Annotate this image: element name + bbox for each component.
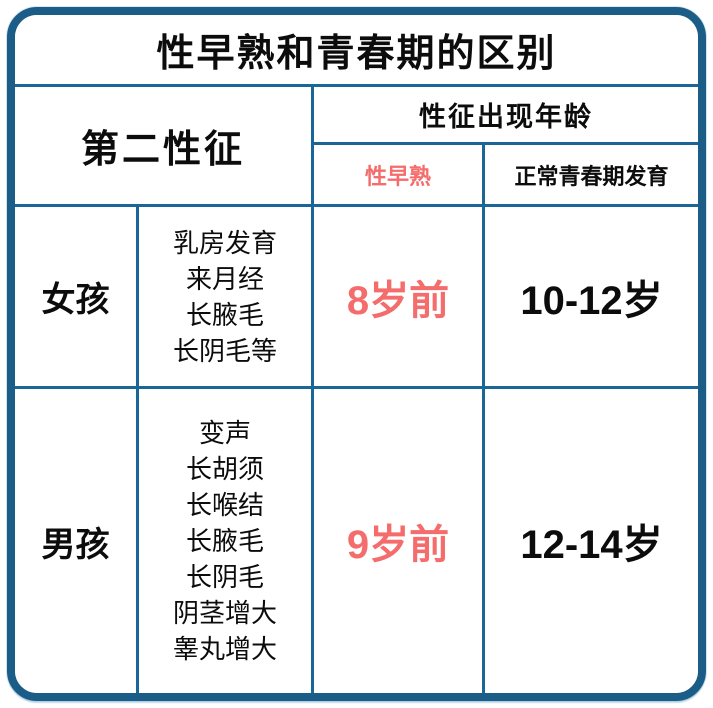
subheader-normal-puberty: 正常青春期发育 xyxy=(482,145,698,204)
row-boy-gender: 男孩 xyxy=(15,386,136,693)
row-girl-traits: 乳房发育 来月经 长腋毛 长阴毛等 xyxy=(136,204,311,386)
row-boy-normal-age: 12-14岁 xyxy=(482,386,698,693)
page-title: 性早熟和青春期的区别 xyxy=(15,15,698,87)
header-secondary-characteristics: 第二性征 xyxy=(15,87,311,204)
row-girl-normal-age: 10-12岁 xyxy=(482,204,698,386)
row-girl-gender: 女孩 xyxy=(15,204,136,386)
subheader-precocious-puberty: 性早熟 xyxy=(311,145,482,204)
table-frame: 性早熟和青春期的区别 第二性征 性征出现年龄 性早熟 正常青春期发育 女孩 乳房… xyxy=(7,7,706,701)
row-boy-traits: 变声 长胡须 长喉结 长腋毛 长阴毛 阴茎增大 睾丸增大 xyxy=(136,386,311,693)
comparison-table: 性早熟和青春期的区别 第二性征 性征出现年龄 性早熟 正常青春期发育 女孩 乳房… xyxy=(15,15,698,693)
row-boy-early-age: 9岁前 xyxy=(311,386,482,693)
row-girl-early-age: 8岁前 xyxy=(311,204,482,386)
header-age-of-appearance: 性征出现年龄 xyxy=(311,87,698,145)
